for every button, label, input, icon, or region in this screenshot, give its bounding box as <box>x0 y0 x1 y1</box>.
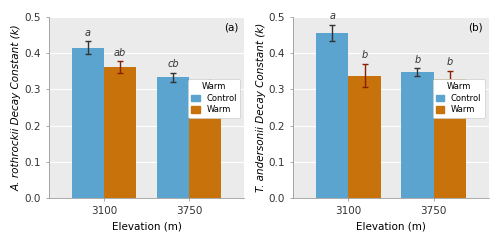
X-axis label: Elevation (m): Elevation (m) <box>356 222 426 232</box>
Bar <box>316 33 348 198</box>
Text: b: b <box>446 57 453 67</box>
Bar <box>72 48 104 198</box>
Bar <box>104 67 136 198</box>
Bar <box>189 97 222 198</box>
Text: cb: cb <box>167 60 179 69</box>
Bar <box>157 78 189 198</box>
Text: cd: cd <box>200 79 211 89</box>
Text: ab: ab <box>114 48 126 58</box>
Bar <box>401 72 434 198</box>
Y-axis label: A. rothrockii Decay Constant (k): A. rothrockii Decay Constant (k) <box>11 24 21 191</box>
Text: (b): (b) <box>468 22 483 32</box>
Text: b: b <box>362 51 368 61</box>
Bar <box>434 78 466 198</box>
Text: a: a <box>330 11 336 21</box>
Bar <box>348 76 381 198</box>
Text: (a): (a) <box>224 22 238 32</box>
Legend: Control, Warm: Control, Warm <box>432 79 484 118</box>
Text: b: b <box>414 55 420 65</box>
X-axis label: Elevation (m): Elevation (m) <box>112 222 182 232</box>
Y-axis label: T. andersonii Decay Constant (k): T. andersonii Decay Constant (k) <box>256 23 266 192</box>
Legend: Control, Warm: Control, Warm <box>188 79 240 118</box>
Text: a: a <box>85 28 91 38</box>
